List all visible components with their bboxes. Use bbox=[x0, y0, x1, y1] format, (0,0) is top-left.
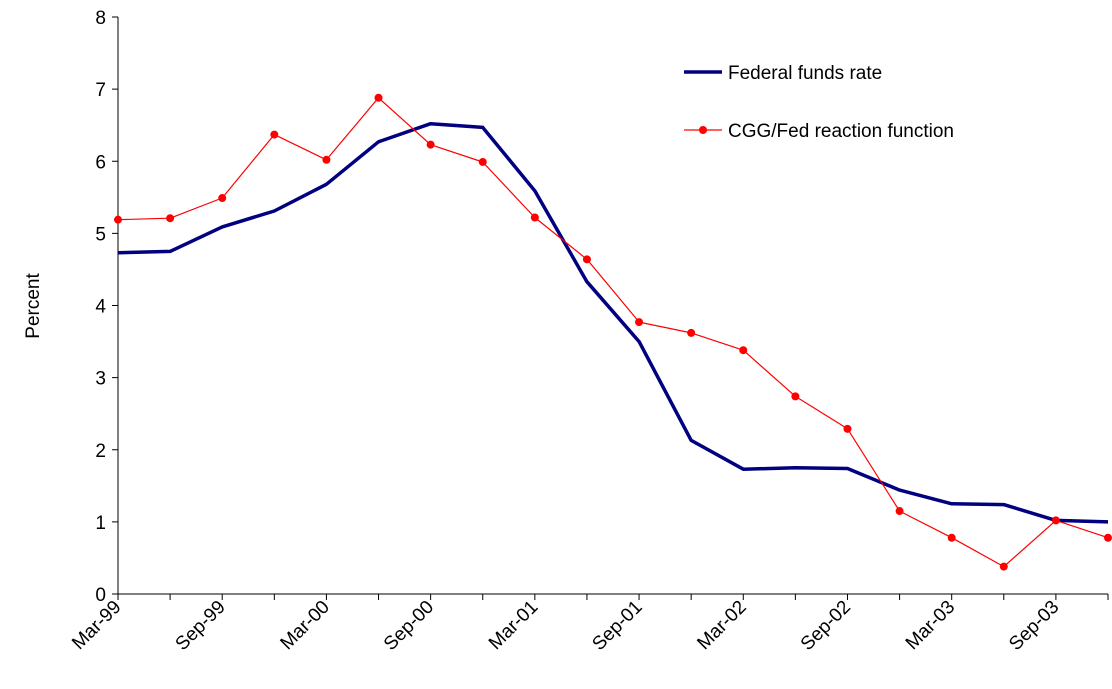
x-tick-label: Sep-01 bbox=[588, 597, 646, 655]
point-marker bbox=[895, 507, 904, 516]
legend-label: Federal funds rate bbox=[728, 63, 882, 84]
point-marker bbox=[843, 424, 852, 433]
point-marker bbox=[218, 194, 227, 203]
y-tick-label: 7 bbox=[95, 80, 106, 101]
point-marker bbox=[530, 213, 539, 222]
y-tick-label: 0 bbox=[95, 585, 106, 606]
point-marker bbox=[791, 392, 800, 401]
x-tick-label: Sep-00 bbox=[380, 597, 438, 655]
x-tick-label: Sep-99 bbox=[172, 597, 230, 655]
point-marker bbox=[426, 140, 435, 149]
y-axis-label: Percent bbox=[23, 273, 44, 339]
point-marker bbox=[739, 346, 748, 355]
legend-label: CGG/Fed reaction function bbox=[728, 121, 954, 142]
point-marker bbox=[270, 130, 279, 139]
point-marker bbox=[1104, 533, 1112, 542]
y-tick-label: 8 bbox=[95, 8, 106, 29]
legend-marker bbox=[699, 126, 707, 134]
x-tick-label: Mar-02 bbox=[693, 597, 750, 654]
y-tick-label: 3 bbox=[95, 369, 106, 390]
point-marker bbox=[374, 93, 383, 102]
y-tick-label: 4 bbox=[95, 297, 106, 318]
point-marker bbox=[114, 215, 122, 224]
x-tick-label: Sep-03 bbox=[1005, 597, 1063, 655]
y-tick-label: 5 bbox=[95, 224, 106, 245]
y-tick-label: 6 bbox=[95, 152, 106, 173]
y-tick-label: 2 bbox=[95, 441, 106, 462]
point-marker bbox=[166, 214, 175, 223]
point-marker bbox=[687, 328, 696, 337]
y-tick-label: 1 bbox=[95, 513, 106, 534]
point-marker bbox=[635, 318, 644, 327]
point-marker bbox=[322, 155, 331, 164]
point-marker bbox=[478, 157, 487, 166]
series-line bbox=[117, 121, 1109, 524]
x-tick-label: Sep-02 bbox=[797, 597, 855, 655]
x-tick-label: Mar-01 bbox=[485, 597, 542, 654]
x-tick-label: Mar-00 bbox=[277, 597, 334, 654]
point-marker bbox=[1051, 516, 1060, 525]
series-line bbox=[117, 97, 1109, 568]
point-marker bbox=[582, 255, 591, 264]
point-marker bbox=[947, 533, 956, 542]
x-tick-label: Mar-03 bbox=[902, 597, 959, 654]
point-marker bbox=[999, 562, 1008, 571]
